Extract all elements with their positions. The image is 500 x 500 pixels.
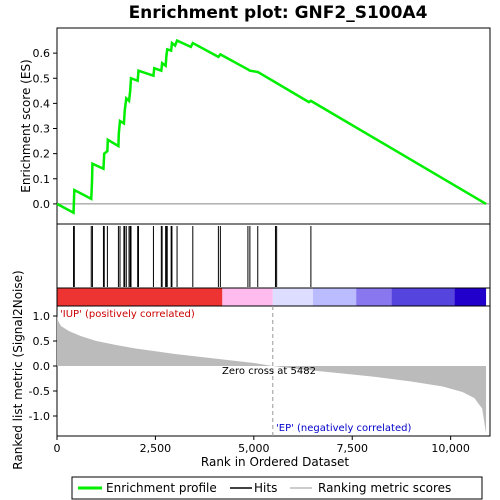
es-y-tick-label: 0.5: [33, 72, 51, 85]
ranking-metric-area: [57, 316, 487, 434]
metric-y-tick-label: 1.0: [33, 310, 51, 323]
gradient-segment: [312, 288, 357, 306]
x-tick-label: 2,500: [140, 442, 172, 455]
metric-y-tick-label: -0.5: [29, 385, 50, 398]
gradient-segment: [454, 288, 487, 306]
es-y-tick-label: 0.0: [33, 198, 51, 211]
legend-label-enrichment: Enrichment profile: [106, 481, 217, 495]
metric-y-axis: 1.0 0.5 0.0 -0.5 -1.0: [29, 310, 57, 423]
positive-annotation: 'IUP' (positively correlated): [60, 309, 195, 320]
legend-item-enrichment-profile: Enrichment profile: [78, 481, 217, 495]
x-axis: 0 2,500 5,000 7,500 10,000: [54, 436, 470, 455]
x-tick-label: 5,000: [238, 442, 270, 455]
es-y-tick-label: 0.3: [33, 123, 51, 136]
x-tick-label: 10,000: [431, 442, 470, 455]
legend-item-ranking-metric: Ranking metric scores: [290, 481, 451, 495]
gradient-segment: [391, 288, 455, 306]
legend-box: [71, 476, 483, 500]
es-y-tick-label: 0.2: [33, 148, 51, 161]
hits-panel-frame: [56, 223, 491, 289]
gradient-segment: [222, 288, 273, 306]
legend-label-hits: Hits: [254, 481, 277, 495]
zero-cross-annotation: Zero cross at 5482: [222, 366, 316, 377]
ranked-gradient-bar: [57, 288, 487, 306]
metric-panel-frame: [56, 305, 491, 437]
x-axis-label: Rank in Ordered Dataset: [201, 455, 349, 469]
es-y-tick-label: 0.4: [33, 97, 51, 110]
hits-marks: [73, 226, 312, 287]
es-y-tick-label: 0.1: [33, 173, 51, 186]
es-y-label: Enrichment score (ES): [19, 59, 33, 192]
es-y-axis: 0.0 0.1 0.2 0.3 0.4 0.5 0.6: [33, 47, 57, 211]
metric-y-tick-label: -1.0: [29, 410, 50, 423]
metric-y-label: Ranked list metric (Signal2Noise): [11, 270, 25, 469]
enrichment-profile-line: [56, 38, 487, 215]
x-tick-label: 7,500: [336, 442, 368, 455]
negative-annotation: 'EP' (negatively correlated): [276, 423, 411, 434]
metric-y-tick-label: 0.0: [33, 360, 51, 373]
gradient-segment: [356, 288, 392, 306]
chart-title: Enrichment plot: GNF2_S100A4: [129, 3, 428, 23]
gradient-segment: [272, 288, 313, 306]
legend-item-hits: Hits: [230, 481, 277, 495]
legend-label-metric: Ranking metric scores: [318, 481, 451, 495]
es-y-tick-label: 0.6: [33, 47, 51, 60]
x-tick-label: 0: [54, 442, 61, 455]
es-panel-frame: [56, 27, 491, 225]
metric-y-tick-label: 0.5: [33, 335, 51, 348]
gradient-segment: [57, 288, 223, 306]
